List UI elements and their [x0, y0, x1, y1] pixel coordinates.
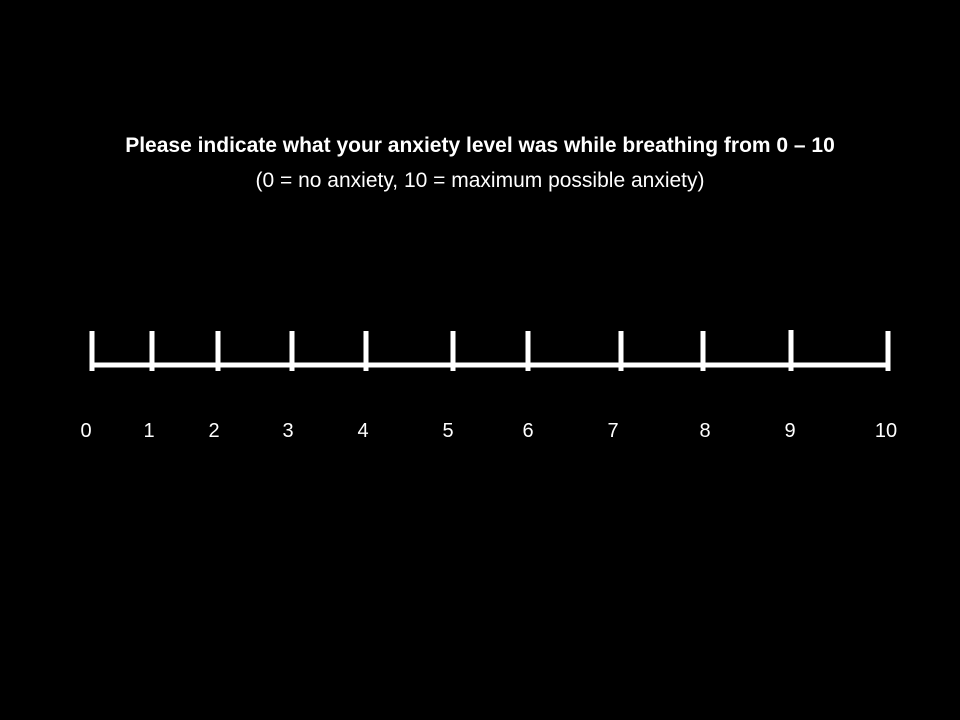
- scale-label-7: 7: [593, 419, 633, 443]
- scale-label-10: 10: [866, 419, 906, 443]
- scale-label-9: 9: [770, 419, 810, 443]
- scale-label-4: 4: [343, 419, 383, 443]
- scale-label-5: 5: [428, 419, 468, 443]
- scale-label-3: 3: [268, 419, 308, 443]
- scale-label-1: 1: [129, 419, 169, 443]
- scale-label-6: 6: [508, 419, 548, 443]
- scale-label-0: 0: [66, 419, 106, 443]
- scale-label-8: 8: [685, 419, 725, 443]
- scale-label-2: 2: [194, 419, 234, 443]
